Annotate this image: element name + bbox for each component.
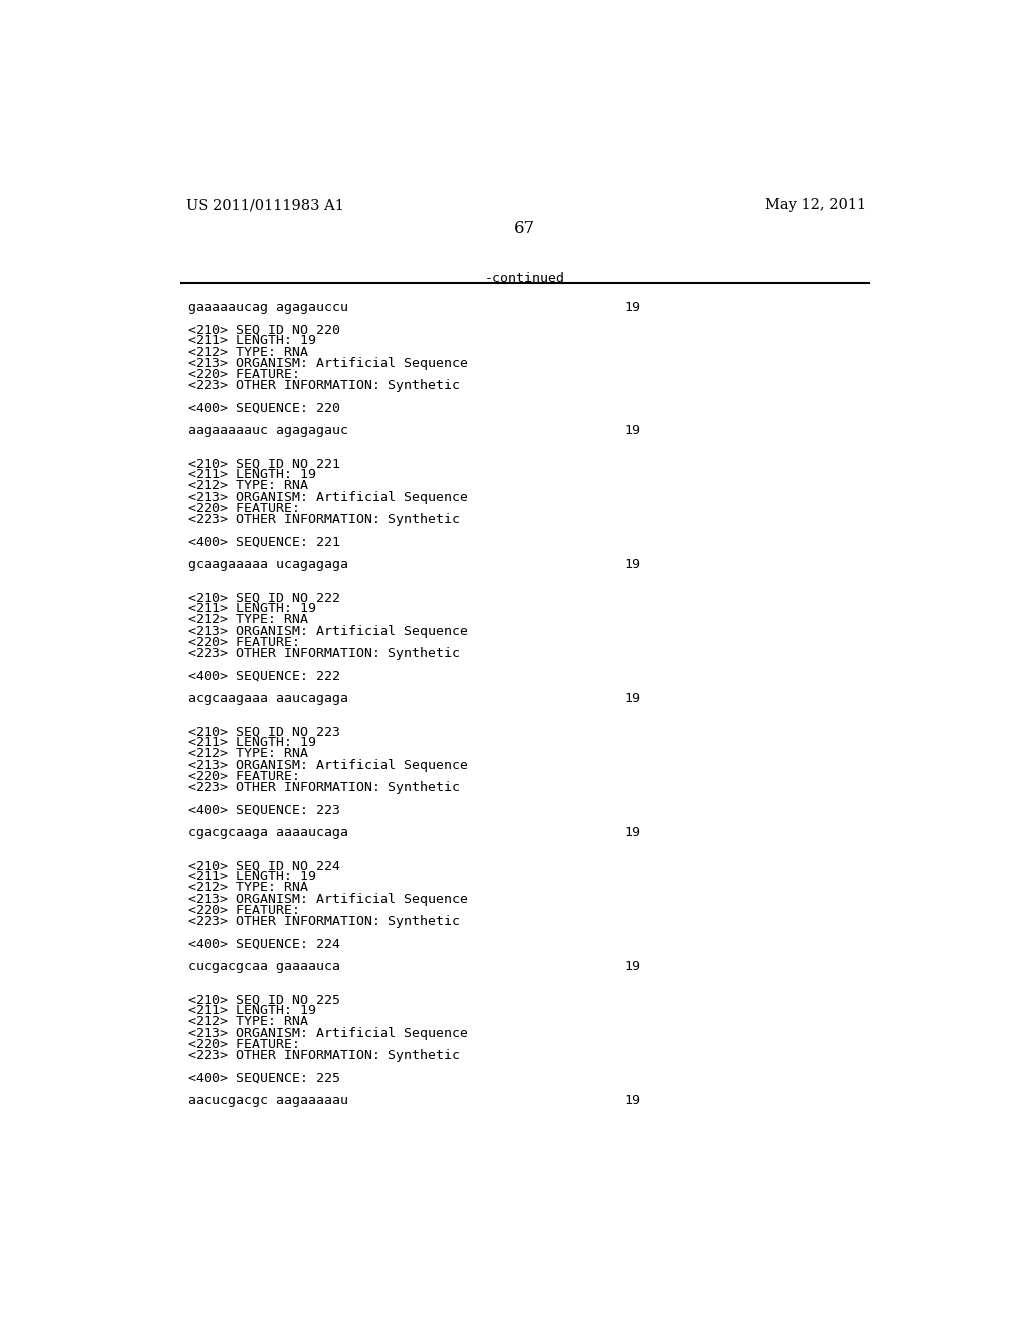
Text: <223> OTHER INFORMATION: Synthetic: <223> OTHER INFORMATION: Synthetic (188, 647, 461, 660)
Text: <212> TYPE: RNA: <212> TYPE: RNA (188, 882, 308, 895)
Text: <400> SEQUENCE: 223: <400> SEQUENCE: 223 (188, 804, 340, 816)
Text: <211> LENGTH: 19: <211> LENGTH: 19 (188, 602, 316, 615)
Text: gaaaaaucag agagauccu: gaaaaaucag agagauccu (188, 301, 348, 314)
Text: <213> ORGANISM: Artificial Sequence: <213> ORGANISM: Artificial Sequence (188, 892, 468, 906)
Text: <213> ORGANISM: Artificial Sequence: <213> ORGANISM: Artificial Sequence (188, 759, 468, 772)
Text: US 2011/0111983 A1: US 2011/0111983 A1 (186, 198, 344, 213)
Text: 19: 19 (624, 960, 640, 973)
Text: <220> FEATURE:: <220> FEATURE: (188, 1038, 300, 1051)
Text: <400> SEQUENCE: 224: <400> SEQUENCE: 224 (188, 937, 340, 950)
Text: acgcaagaaa aaucagaga: acgcaagaaa aaucagaga (188, 692, 348, 705)
Text: <223> OTHER INFORMATION: Synthetic: <223> OTHER INFORMATION: Synthetic (188, 1049, 461, 1061)
Text: 19: 19 (624, 424, 640, 437)
Text: <211> LENGTH: 19: <211> LENGTH: 19 (188, 737, 316, 750)
Text: May 12, 2011: May 12, 2011 (765, 198, 866, 213)
Text: <400> SEQUENCE: 222: <400> SEQUENCE: 222 (188, 669, 340, 682)
Text: 19: 19 (624, 825, 640, 838)
Text: cucgacgcaa gaaaauca: cucgacgcaa gaaaauca (188, 960, 340, 973)
Text: <213> ORGANISM: Artificial Sequence: <213> ORGANISM: Artificial Sequence (188, 624, 468, 638)
Text: <212> TYPE: RNA: <212> TYPE: RNA (188, 1015, 308, 1028)
Text: <223> OTHER INFORMATION: Synthetic: <223> OTHER INFORMATION: Synthetic (188, 915, 461, 928)
Text: aacucgacgc aagaaaaau: aacucgacgc aagaaaaau (188, 1093, 348, 1106)
Text: <400> SEQUENCE: 225: <400> SEQUENCE: 225 (188, 1072, 340, 1084)
Text: aagaaaaauc agagagauc: aagaaaaauc agagagauc (188, 424, 348, 437)
Text: <213> ORGANISM: Artificial Sequence: <213> ORGANISM: Artificial Sequence (188, 491, 468, 504)
Text: <211> LENGTH: 19: <211> LENGTH: 19 (188, 870, 316, 883)
Text: 19: 19 (624, 557, 640, 570)
Text: <212> TYPE: RNA: <212> TYPE: RNA (188, 346, 308, 359)
Text: <213> ORGANISM: Artificial Sequence: <213> ORGANISM: Artificial Sequence (188, 356, 468, 370)
Text: <220> FEATURE:: <220> FEATURE: (188, 502, 300, 515)
Text: <211> LENGTH: 19: <211> LENGTH: 19 (188, 469, 316, 482)
Text: <211> LENGTH: 19: <211> LENGTH: 19 (188, 334, 316, 347)
Text: <220> FEATURE:: <220> FEATURE: (188, 904, 300, 917)
Text: <210> SEQ ID NO 222: <210> SEQ ID NO 222 (188, 591, 340, 605)
Text: <210> SEQ ID NO 220: <210> SEQ ID NO 220 (188, 323, 340, 337)
Text: 19: 19 (624, 692, 640, 705)
Text: <223> OTHER INFORMATION: Synthetic: <223> OTHER INFORMATION: Synthetic (188, 379, 461, 392)
Text: -continued: -continued (484, 272, 565, 285)
Text: <212> TYPE: RNA: <212> TYPE: RNA (188, 614, 308, 627)
Text: <210> SEQ ID NO 224: <210> SEQ ID NO 224 (188, 859, 340, 873)
Text: <210> SEQ ID NO 225: <210> SEQ ID NO 225 (188, 993, 340, 1006)
Text: <220> FEATURE:: <220> FEATURE: (188, 770, 300, 783)
Text: <210> SEQ ID NO 221: <210> SEQ ID NO 221 (188, 457, 340, 470)
Text: 67: 67 (514, 220, 536, 238)
Text: <212> TYPE: RNA: <212> TYPE: RNA (188, 479, 308, 492)
Text: <400> SEQUENCE: 221: <400> SEQUENCE: 221 (188, 536, 340, 548)
Text: 19: 19 (624, 1093, 640, 1106)
Text: <211> LENGTH: 19: <211> LENGTH: 19 (188, 1005, 316, 1018)
Text: <223> OTHER INFORMATION: Synthetic: <223> OTHER INFORMATION: Synthetic (188, 513, 461, 525)
Text: <210> SEQ ID NO 223: <210> SEQ ID NO 223 (188, 725, 340, 738)
Text: <223> OTHER INFORMATION: Synthetic: <223> OTHER INFORMATION: Synthetic (188, 781, 461, 793)
Text: <212> TYPE: RNA: <212> TYPE: RNA (188, 747, 308, 760)
Text: cgacgcaaga aaaaucaga: cgacgcaaga aaaaucaga (188, 825, 348, 838)
Text: <400> SEQUENCE: 220: <400> SEQUENCE: 220 (188, 401, 340, 414)
Text: 19: 19 (624, 301, 640, 314)
Text: <220> FEATURE:: <220> FEATURE: (188, 636, 300, 649)
Text: gcaagaaaaa ucagagaga: gcaagaaaaa ucagagaga (188, 557, 348, 570)
Text: <213> ORGANISM: Artificial Sequence: <213> ORGANISM: Artificial Sequence (188, 1027, 468, 1040)
Text: <220> FEATURE:: <220> FEATURE: (188, 368, 300, 381)
